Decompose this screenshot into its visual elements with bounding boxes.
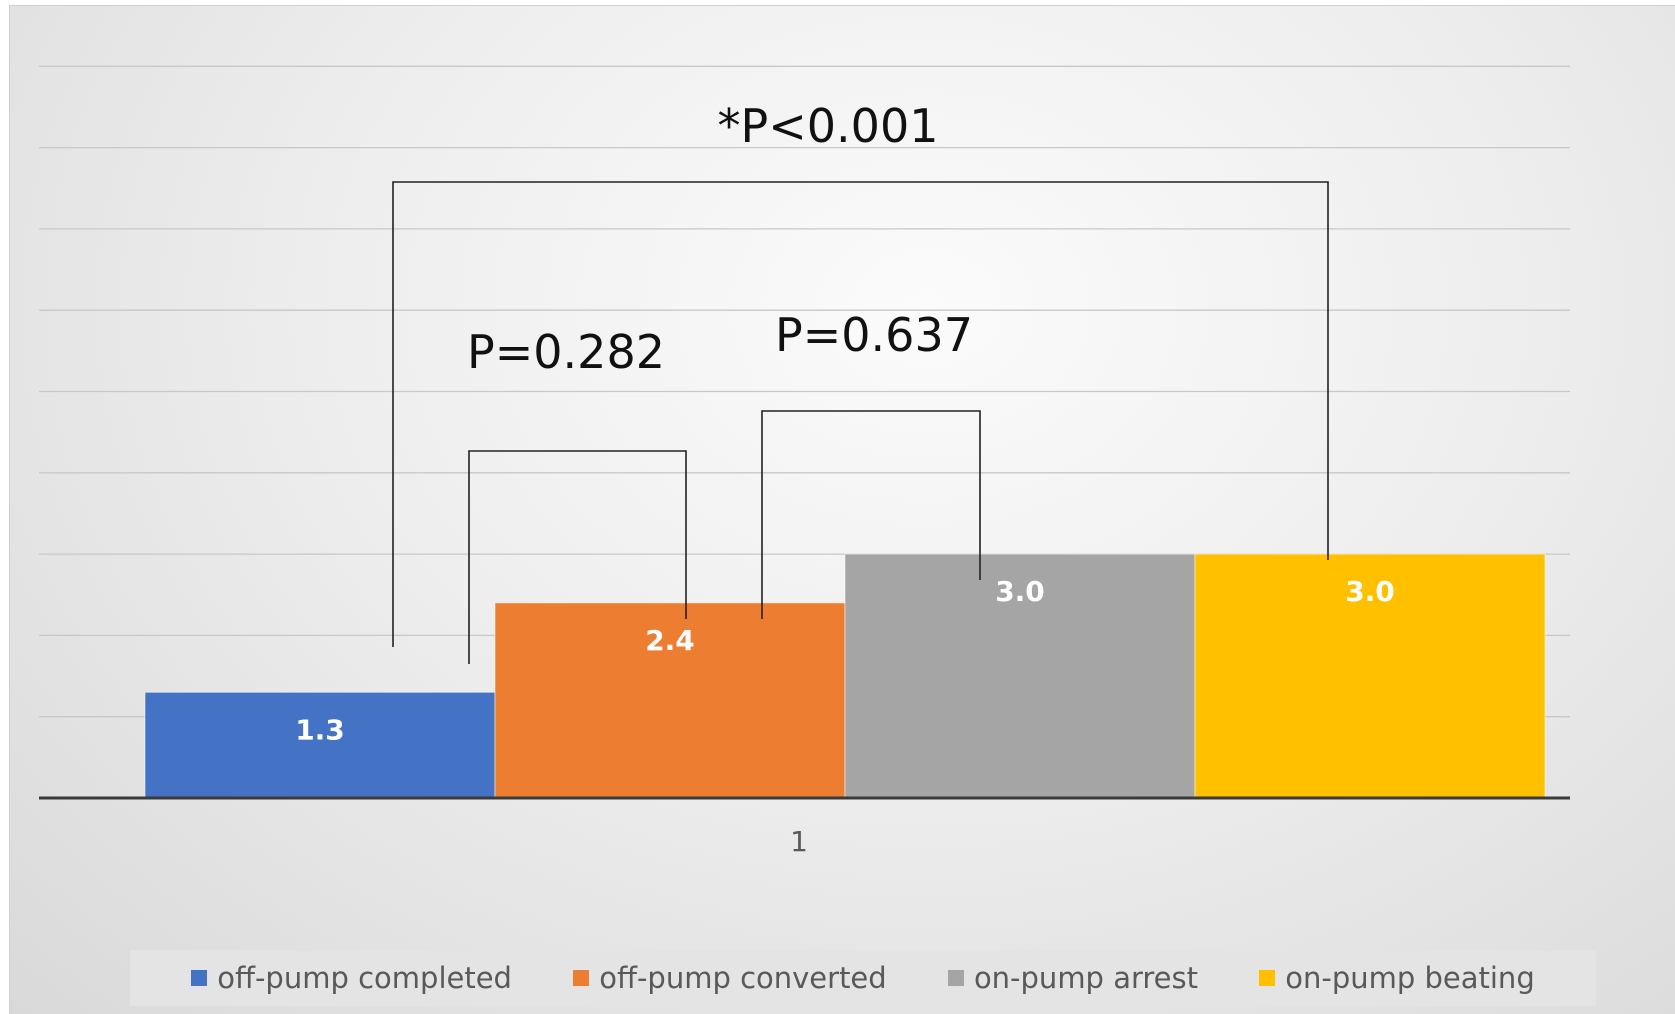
legend-item: on-pump arrest bbox=[947, 961, 1198, 995]
data-label: 3.0 bbox=[995, 575, 1045, 608]
data-label: 2.4 bbox=[645, 624, 695, 657]
legend: off-pump completed off-pump converted on… bbox=[130, 950, 1596, 1006]
bar bbox=[844, 553, 1196, 799]
significance-brackets: *P<0.001 P=0.282 P=0.637 bbox=[392, 99, 1329, 664]
significance-bracket bbox=[392, 181, 1329, 647]
legend-swatch bbox=[1259, 970, 1276, 986]
legend-swatch bbox=[947, 970, 964, 986]
legend-label: on-pump beating bbox=[1285, 961, 1535, 995]
gridlines bbox=[39, 65, 1570, 718]
legend-item: off-pump completed bbox=[191, 961, 512, 995]
bars bbox=[144, 553, 1546, 799]
significance-bracket bbox=[468, 450, 687, 664]
legend-label: off-pump completed bbox=[217, 961, 512, 995]
data-label: 1.3 bbox=[295, 713, 345, 746]
bar bbox=[1194, 553, 1546, 799]
bar bbox=[494, 602, 846, 799]
legend-label: off-pump converted bbox=[599, 961, 887, 995]
p-value-label: P=0.637 bbox=[775, 308, 973, 362]
legend-item: on-pump beating bbox=[1259, 961, 1535, 995]
significance-bracket bbox=[761, 410, 981, 619]
chart-area: 1.3 2.4 3.0 3.0 1 *P<0.001 P=0.282 P=0.637 of… bbox=[9, 5, 1675, 1014]
legend-item: off-pump converted bbox=[573, 961, 887, 995]
legend-swatch bbox=[573, 970, 590, 986]
bar-chart: 1.3 2.4 3.0 3.0 1 *P<0.001 P=0.282 P=0.637 bbox=[39, 65, 1570, 858]
legend-label: on-pump arrest bbox=[973, 961, 1198, 995]
p-value-label: *P<0.001 bbox=[718, 99, 939, 153]
x-tick-label: 1 bbox=[790, 825, 808, 858]
legend-swatch bbox=[191, 970, 208, 986]
p-value-label: P=0.282 bbox=[467, 325, 665, 379]
data-label: 3.0 bbox=[1345, 575, 1395, 608]
data-labels: 1.3 2.4 3.0 3.0 bbox=[295, 575, 1395, 746]
